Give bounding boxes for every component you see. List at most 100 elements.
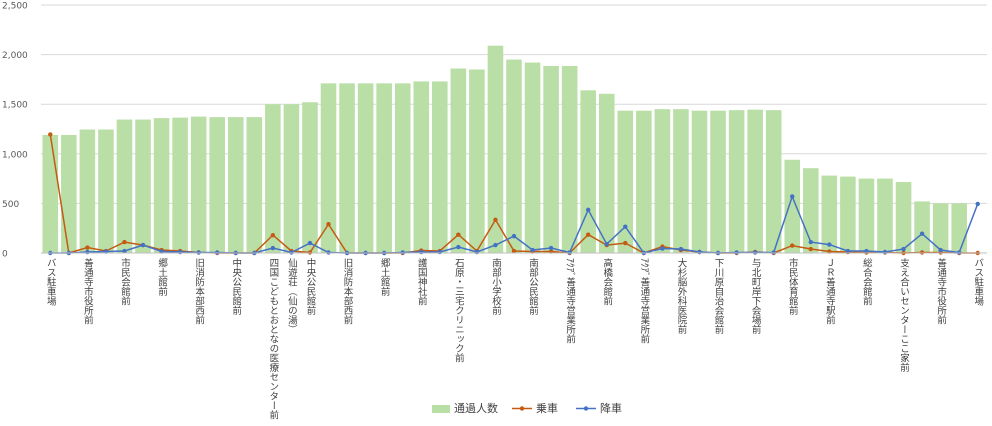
data-point bbox=[530, 247, 535, 253]
x-tick-label: 大杉脳外科医院前 bbox=[675, 257, 687, 335]
data-point bbox=[660, 246, 665, 251]
bars bbox=[42, 45, 967, 254]
bar bbox=[636, 110, 652, 253]
legend-swatch-marker bbox=[583, 406, 589, 411]
data-point bbox=[678, 246, 684, 252]
legend-swatch-marker bbox=[519, 406, 525, 411]
data-point bbox=[437, 249, 443, 255]
data-point bbox=[140, 242, 146, 248]
x-tick-label: 中央公民館前 bbox=[304, 257, 316, 316]
x-tick-label: 総合会館前 bbox=[861, 257, 873, 306]
x-tick-label: 旧消防本部西前 bbox=[342, 258, 354, 325]
bar bbox=[487, 45, 504, 254]
bar bbox=[469, 69, 485, 253]
x-tick-label: ＪＲ善通寺駅前 bbox=[824, 258, 836, 325]
y-tick-label: 1,000 bbox=[2, 150, 28, 160]
data-point bbox=[901, 246, 906, 252]
data-point bbox=[419, 249, 424, 255]
data-point bbox=[623, 240, 628, 246]
data-point bbox=[585, 207, 591, 213]
data-point bbox=[975, 201, 980, 207]
data-point bbox=[85, 245, 90, 250]
bar bbox=[617, 110, 634, 253]
x-tick-label: 中央公民館前 bbox=[230, 257, 242, 316]
bar bbox=[246, 117, 263, 253]
data-point bbox=[845, 248, 851, 254]
legend-label: 降車 bbox=[600, 401, 622, 415]
y-tick-label: 2,500 bbox=[2, 2, 28, 12]
data-point bbox=[585, 232, 591, 237]
legend: 通過人数 乗車 降車 bbox=[432, 401, 622, 415]
bar bbox=[858, 178, 875, 253]
data-point bbox=[48, 132, 53, 137]
bar bbox=[116, 119, 133, 254]
x-tick-label: 高橋会館前 bbox=[601, 257, 613, 306]
bar bbox=[914, 201, 930, 253]
y-tick-label: 0 bbox=[2, 250, 8, 260]
bar bbox=[673, 109, 689, 253]
data-point bbox=[456, 232, 461, 237]
x-tick-label: 石原・三宅クリニック前 bbox=[453, 258, 465, 363]
data-point bbox=[808, 246, 813, 252]
data-point bbox=[548, 245, 554, 251]
data-point bbox=[270, 232, 276, 238]
bar bbox=[432, 81, 448, 253]
bar bbox=[543, 66, 559, 254]
bar bbox=[227, 117, 244, 253]
data-point bbox=[864, 248, 869, 254]
legend-label: 乗車 bbox=[536, 401, 558, 415]
bar bbox=[98, 129, 114, 253]
data-point bbox=[85, 249, 90, 255]
bar bbox=[895, 182, 912, 253]
bar bbox=[209, 117, 226, 253]
x-tick-label: ｱｸｱﾞ善通寺営業所前 bbox=[638, 258, 650, 344]
x-axis: バス駐車場 善通寺市役所前 市民会館前 郷土館前 旧消防本部西前 中央公民館前 四国こどもと… bbox=[41, 252, 987, 420]
bar bbox=[394, 83, 411, 253]
data-point bbox=[827, 242, 832, 247]
data-point bbox=[938, 247, 943, 253]
data-point bbox=[122, 248, 127, 254]
x-tick-label: 護国神社前 bbox=[416, 257, 428, 306]
legend-label: 通過人数 bbox=[454, 402, 498, 415]
data-point bbox=[177, 249, 183, 255]
x-tick-label: バス駐車場 bbox=[45, 258, 57, 306]
x-tick-label: 市民会館前 bbox=[119, 257, 131, 306]
data-point bbox=[623, 224, 628, 229]
data-point bbox=[474, 249, 480, 255]
x-tick-label: 郷土館前 bbox=[379, 258, 391, 297]
x-tick-label: 四国こどもとおとなの医療センター前 bbox=[267, 258, 279, 420]
y-tick-label: 500 bbox=[2, 200, 19, 210]
bar bbox=[877, 178, 893, 253]
data-point bbox=[604, 241, 609, 247]
bar bbox=[561, 66, 578, 254]
bar bbox=[339, 83, 355, 253]
bar bbox=[153, 118, 170, 253]
bar bbox=[524, 62, 541, 254]
y-axis: 0 500 1,000 1,500 2,000 2,500 bbox=[2, 2, 28, 260]
bar bbox=[302, 102, 318, 253]
x-tick-label: 南部小学校前 bbox=[490, 257, 502, 316]
x-tick-label: バス駐車場 bbox=[972, 258, 984, 306]
data-point bbox=[808, 239, 813, 245]
bar bbox=[951, 203, 967, 253]
bar bbox=[728, 110, 745, 253]
bar bbox=[784, 159, 801, 253]
bar bbox=[283, 104, 300, 253]
x-tick-label: 下川原自治会館前 bbox=[713, 258, 725, 335]
bar bbox=[932, 203, 949, 253]
bar bbox=[840, 176, 856, 253]
data-point bbox=[511, 248, 517, 254]
data-point bbox=[493, 217, 498, 222]
data-point bbox=[493, 242, 498, 248]
data-point bbox=[511, 233, 517, 239]
bar bbox=[172, 117, 188, 253]
bar bbox=[190, 116, 207, 253]
bar bbox=[691, 110, 708, 253]
data-point bbox=[122, 239, 127, 245]
bar bbox=[765, 110, 782, 253]
bar bbox=[710, 110, 726, 253]
bar bbox=[450, 68, 467, 253]
x-tick-label: ｱｸｱﾞ善通寺営業所前 bbox=[564, 258, 576, 344]
